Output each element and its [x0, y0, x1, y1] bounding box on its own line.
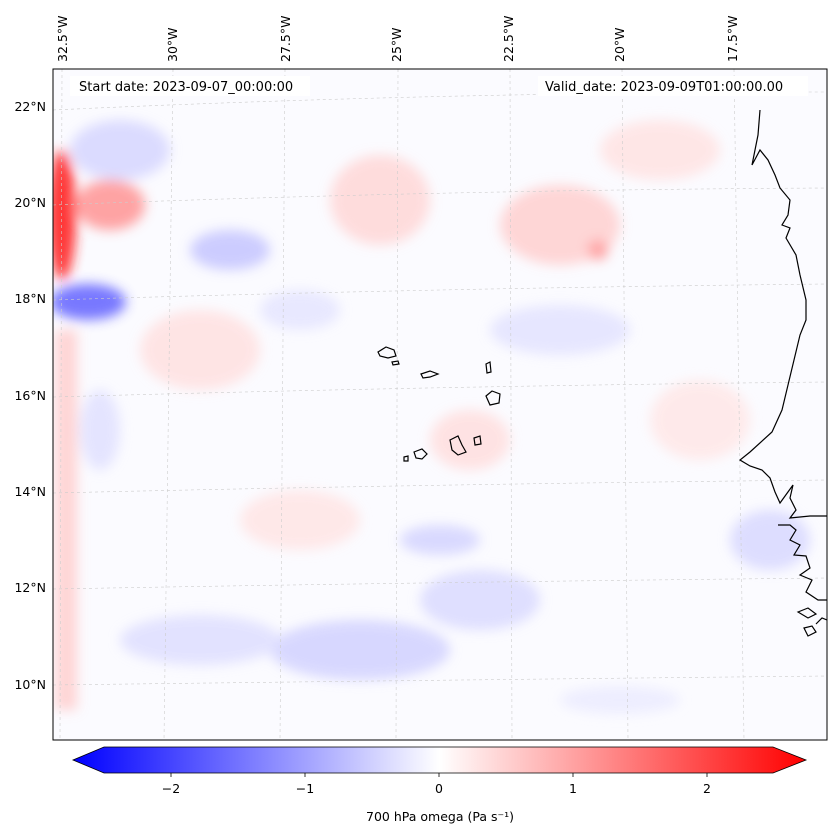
colorbar-label: 700 hPa omega (Pa s⁻¹) — [366, 809, 514, 824]
coast-west-africa — [738, 109, 827, 519]
colorbar-ticks — [170, 773, 708, 777]
omega-max-west — [53, 150, 76, 280]
lon-label-32-5w: 32.5°W — [55, 16, 70, 62]
lat-labels: 22°N 20°N 18°N 16°N 14°N 12°N 10°N — [14, 99, 46, 692]
lon-label-30w: 30°W — [165, 27, 180, 62]
lat-label-12n: 12°N — [14, 580, 46, 595]
lon-label-17-5w: 17.5°W — [725, 16, 740, 62]
colorbar: −2 −1 0 1 2 700 hPa omega (Pa s⁻¹) — [71, 746, 808, 824]
coast-guinea-bissau — [778, 524, 827, 601]
start-date-box — [70, 76, 310, 96]
colorbar-tick-1: 1 — [569, 781, 577, 796]
start-date-label: Start date: 2023-09-07_00:00:00 — [79, 80, 293, 95]
coast-island-a — [796, 607, 818, 619]
valid-date-label: Valid_date: 2023-09-09T01:00:00.00 — [545, 80, 783, 95]
map-frame — [52, 68, 828, 741]
graticule — [53, 69, 827, 740]
lat-label-22n: 22°N — [14, 99, 46, 114]
lat-label-18n: 18°N — [14, 291, 46, 306]
coastline — [738, 109, 827, 637]
colorbar-tick-neg1: −1 — [296, 781, 314, 796]
lat-label-14n: 14°N — [14, 484, 46, 499]
valid-date-box — [538, 76, 808, 96]
lat-label-20n: 20°N — [14, 195, 46, 210]
island-santiago — [449, 435, 467, 456]
coast-island-b — [803, 625, 817, 637]
map-panel: Start date: 2023-09-07_00:00:00 Valid_da… — [53, 69, 827, 740]
island-sao-vicente — [391, 360, 400, 366]
lon-label-20w: 20°W — [612, 27, 627, 62]
colorbar-tick-0: 0 — [435, 781, 443, 796]
lat-label-10n: 10°N — [14, 677, 46, 692]
lon-labels: 32.5°W 30°W 27.5°W 25°W 22.5°W 20°W 17.5… — [55, 16, 740, 62]
colorbar-gradient — [71, 746, 808, 774]
omega-min-west — [53, 284, 126, 320]
lon-label-27-5w: 27.5°W — [278, 16, 293, 62]
lon-label-25w: 25°W — [389, 27, 404, 62]
island-santo-antao — [377, 346, 397, 359]
lon-label-22-5w: 22.5°W — [501, 16, 516, 62]
island-maio — [473, 435, 482, 446]
island-fogo — [413, 448, 428, 460]
islands — [377, 346, 501, 462]
colorbar-tick-2: 2 — [703, 781, 711, 796]
colorbar-tick-neg2: −2 — [162, 781, 180, 796]
island-brava — [403, 455, 409, 462]
island-sao-nicolau — [420, 370, 440, 379]
island-boa-vista — [485, 390, 501, 406]
island-sal — [485, 361, 492, 374]
lat-label-16n: 16°N — [14, 388, 46, 403]
